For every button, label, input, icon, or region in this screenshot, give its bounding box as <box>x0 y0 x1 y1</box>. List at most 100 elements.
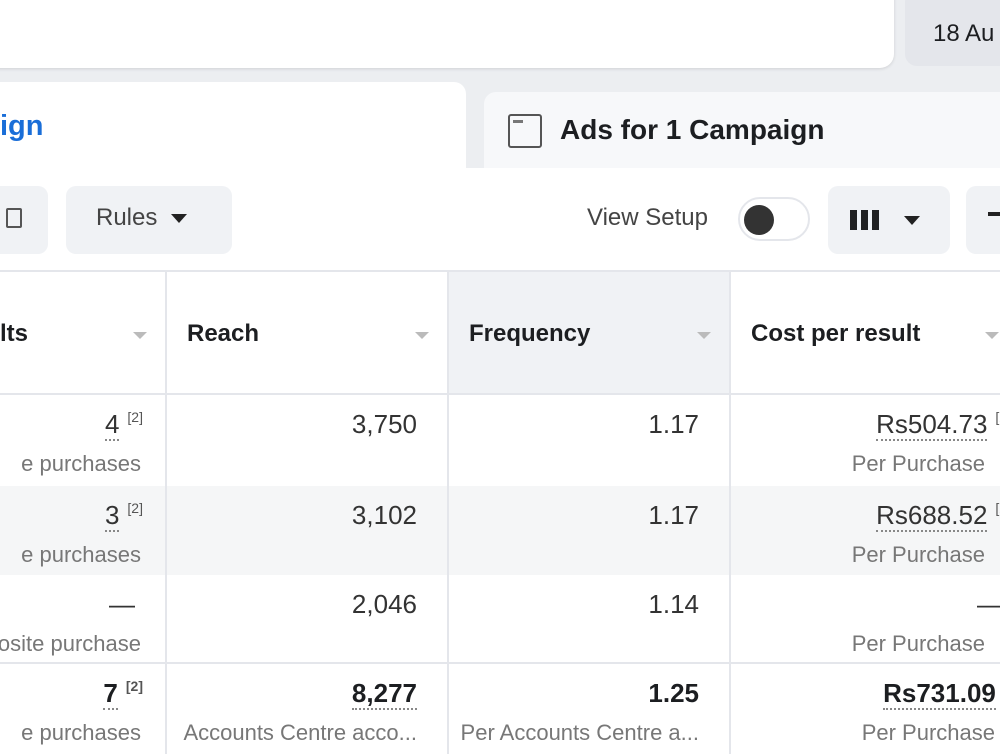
cell-subtext: e purchases <box>21 720 141 745</box>
cell-value: 3,750 <box>352 409 417 440</box>
date-range-picker[interactable]: 18 Au <box>905 0 1000 66</box>
tab-ads[interactable]: Ads for 1 Campaign <box>484 92 1000 172</box>
metric-value[interactable]: Rs504.73 <box>876 409 988 441</box>
chevron-down-icon <box>171 214 188 224</box>
view-setup-toggle[interactable] <box>738 197 810 241</box>
cell-subtext: Per Purchase <box>861 720 995 745</box>
table-row: — osite purchase 2,046 1.14 — Per Purchase <box>0 575 1000 664</box>
footnote-marker[interactable]: [2] <box>125 678 143 694</box>
cell-results: 3 [2] e purchases <box>0 486 167 575</box>
cell-results: 7 [2] e purchases <box>0 664 167 754</box>
cell-subtext: e purchases <box>21 451 141 476</box>
cell-value: Rs688.52 [2] <box>876 500 1000 532</box>
metric-value[interactable]: 4 <box>104 409 120 441</box>
cell-value: 4 [2] <box>104 409 143 441</box>
search-bar[interactable] <box>0 0 894 68</box>
date-range-label: 18 Au <box>933 20 995 47</box>
cell-value: Rs504.73 [2] <box>876 409 1000 441</box>
columns-icon <box>850 210 880 230</box>
tab-label: ign <box>0 110 44 142</box>
metric-value[interactable]: 1.25 <box>648 678 699 708</box>
footnote-marker[interactable]: [2] <box>127 409 143 425</box>
tab-label: Ads for 1 Campaign <box>560 114 825 145</box>
row-divider <box>0 662 1000 664</box>
cell-cost-per-result: Rs688.52 [2] Per Purchase <box>731 486 1000 575</box>
metric-value[interactable]: 3,750 <box>351 409 417 439</box>
column-header-results[interactable]: lts <box>0 272 167 395</box>
cell-value: 3 [2] <box>104 500 143 532</box>
cell-reach: 2,046 <box>167 575 449 664</box>
header-label: Cost per result <box>751 320 921 347</box>
breakdown-icon <box>988 212 1000 216</box>
cell-subtext: Accounts Centre acco... <box>183 720 417 745</box>
metric-value[interactable]: 1.17 <box>648 409 699 439</box>
cell-frequency: 1.17 <box>449 486 731 575</box>
rules-button[interactable]: Rules <box>66 186 232 254</box>
cell-value: 7 [2] <box>103 678 143 710</box>
table-row: 3 [2] e purchases 3,102 1.17 Rs688.52 [2] Per P… <box>0 486 1000 575</box>
metric-value[interactable]: 1.14 <box>648 589 699 619</box>
cell-subtext: osite purchase <box>0 631 141 656</box>
metric-value[interactable]: Rs688.52 <box>876 500 988 532</box>
metric-value[interactable]: — <box>109 589 135 619</box>
rules-label: Rules <box>96 204 158 231</box>
cell-value: 1.17 <box>648 500 699 531</box>
metric-value[interactable]: 7 <box>103 678 118 710</box>
footnote-marker[interactable]: [2] <box>995 409 1000 425</box>
sort-icon <box>415 332 429 339</box>
cell-value: Rs731.09[2] <box>883 678 1000 710</box>
cell-value: — <box>109 589 143 620</box>
cell-value: 1.25 <box>648 678 699 709</box>
ad-window-icon <box>508 114 542 148</box>
cell-reach: 3,750 <box>167 395 449 486</box>
cell-value: — <box>977 589 1000 620</box>
cell-frequency: 1.25 Per Accounts Centre a... <box>449 664 731 754</box>
cell-subtext: Per Accounts Centre a... <box>460 720 699 745</box>
cell-reach: 3,102 <box>167 486 449 575</box>
column-header-cost-per-result[interactable]: Cost per result <box>731 272 1000 395</box>
tab-campaign[interactable]: ign <box>0 82 466 182</box>
export-button[interactable] <box>0 186 48 254</box>
metric-value[interactable]: Rs731.09 <box>883 678 996 710</box>
cell-value: 8,277 <box>351 678 417 710</box>
data-table: lts Reach Frequency Cost per result 4 [2]… <box>0 270 1000 754</box>
cell-subtext: Per Purchase <box>851 542 985 567</box>
footnote-marker[interactable]: [2] <box>995 500 1000 516</box>
chevron-down-icon <box>904 216 920 225</box>
toggle-knob <box>744 205 774 235</box>
cell-results: — osite purchase <box>0 575 167 664</box>
sort-icon <box>985 332 999 339</box>
header-label: Reach <box>187 320 260 347</box>
cell-value: 1.17 <box>648 409 699 440</box>
metric-value[interactable]: 2,046 <box>351 589 417 619</box>
view-setup-label: View Setup <box>587 204 708 231</box>
cell-subtext: Per Purchase <box>851 451 985 476</box>
cell-results: 4 [2] e purchases <box>0 395 167 486</box>
metric-value[interactable]: — <box>977 589 1000 619</box>
metric-value[interactable]: 1.17 <box>648 500 699 530</box>
cell-subtext: Per Purchase <box>851 631 985 656</box>
column-header-reach[interactable]: Reach <box>167 272 449 395</box>
cell-frequency: 1.14 <box>449 575 731 664</box>
column-header-frequency[interactable]: Frequency <box>449 272 731 395</box>
sort-icon <box>133 332 147 339</box>
header-label: Frequency <box>469 320 591 347</box>
columns-button[interactable] <box>828 186 950 254</box>
cell-cost-per-result: Rs504.73 [2] Per Purchase <box>731 395 1000 486</box>
export-icon <box>6 208 22 228</box>
table-row: 4 [2] e purchases 3,750 1.17 Rs504.73 [2] Per P… <box>0 395 1000 486</box>
sort-icon <box>697 332 711 339</box>
cell-value: 2,046 <box>352 589 417 620</box>
cell-value: 1.14 <box>648 589 699 620</box>
total-row: 7 [2] e purchases 8,277 Accounts Centre acco… <box>0 664 1000 754</box>
footnote-marker[interactable]: [2] <box>127 500 143 516</box>
metric-value[interactable]: 3 <box>104 500 120 532</box>
cell-cost-per-result: — Per Purchase <box>731 575 1000 664</box>
cell-reach: 8,277 Accounts Centre acco... <box>167 664 449 754</box>
cell-value: 3,102 <box>352 500 417 531</box>
header-label: lts <box>0 320 29 347</box>
metric-value[interactable]: 3,102 <box>351 500 417 530</box>
metric-value[interactable]: 8,277 <box>351 678 417 710</box>
breakdown-button[interactable] <box>966 186 1000 254</box>
cell-frequency: 1.17 <box>449 395 731 486</box>
